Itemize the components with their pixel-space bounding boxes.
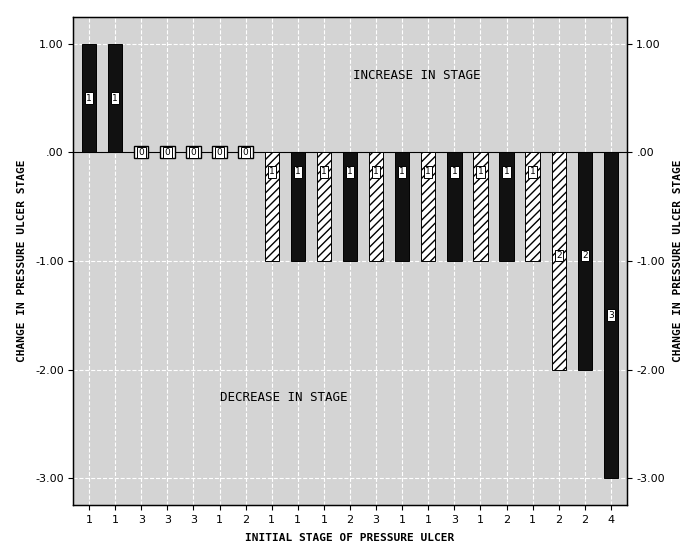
Text: 2: 2 xyxy=(582,251,587,260)
Text: 0: 0 xyxy=(190,148,196,157)
Bar xyxy=(552,152,566,370)
Bar xyxy=(499,152,514,261)
Bar xyxy=(578,152,592,370)
Text: 1: 1 xyxy=(347,167,353,176)
Text: 1: 1 xyxy=(373,167,379,176)
Bar xyxy=(108,44,122,152)
Text: 0: 0 xyxy=(243,148,248,157)
Text: 1: 1 xyxy=(426,167,431,176)
Text: 1: 1 xyxy=(269,167,274,176)
Text: 1: 1 xyxy=(477,167,483,176)
X-axis label: INITIAL STAGE OF PRESSURE ULCER: INITIAL STAGE OF PRESSURE ULCER xyxy=(246,533,454,543)
Bar xyxy=(290,152,305,261)
Bar xyxy=(395,152,409,261)
Text: 0: 0 xyxy=(217,148,223,157)
Bar xyxy=(421,152,435,261)
Bar xyxy=(186,146,201,158)
Text: 2: 2 xyxy=(556,251,561,260)
Bar xyxy=(343,152,357,261)
Text: 0: 0 xyxy=(139,148,144,157)
Bar xyxy=(316,152,331,261)
Text: DECREASE IN STAGE: DECREASE IN STAGE xyxy=(220,391,347,404)
Text: 1: 1 xyxy=(86,94,92,102)
Y-axis label: CHANGE IN PRESSURE ULCER STAGE: CHANGE IN PRESSURE ULCER STAGE xyxy=(17,160,27,362)
Bar xyxy=(369,152,384,261)
Bar xyxy=(212,146,227,158)
Bar xyxy=(239,146,253,158)
Bar xyxy=(160,146,174,158)
Text: 1: 1 xyxy=(321,167,327,176)
Text: 1: 1 xyxy=(295,167,301,176)
Bar xyxy=(526,152,540,261)
Text: 1: 1 xyxy=(399,167,405,176)
Bar xyxy=(603,152,618,478)
Y-axis label: CHANGE IN PRESSURE ULCER STAGE: CHANGE IN PRESSURE ULCER STAGE xyxy=(673,160,683,362)
Text: 1: 1 xyxy=(112,94,118,102)
Bar xyxy=(82,44,97,152)
Text: 3: 3 xyxy=(608,311,614,320)
Bar xyxy=(447,152,461,261)
Text: 0: 0 xyxy=(164,148,170,157)
Bar xyxy=(134,146,148,158)
Text: 1: 1 xyxy=(530,167,536,176)
Bar xyxy=(473,152,488,261)
Bar xyxy=(265,152,279,261)
Text: INCREASE IN STAGE: INCREASE IN STAGE xyxy=(353,69,480,82)
Text: 1: 1 xyxy=(452,167,457,176)
Text: 1: 1 xyxy=(504,167,510,176)
